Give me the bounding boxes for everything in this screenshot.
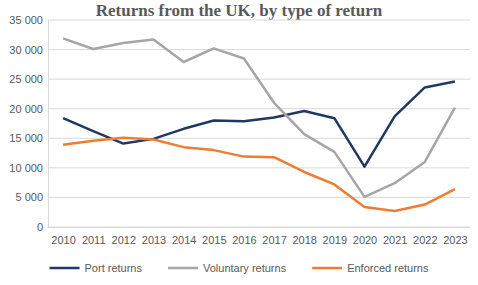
grid-line [48, 197, 470, 198]
y-tick-label: 35 000 [9, 14, 43, 26]
x-tick-label: 2020 [353, 234, 377, 246]
x-tick: 2019 [323, 227, 347, 246]
x-tick-label: 2017 [262, 234, 286, 246]
y-tick-label: 15 000 [9, 132, 43, 144]
x-tick-label: 2022 [413, 234, 437, 246]
lines [63, 38, 455, 211]
y-tick-label: 5 000 [15, 191, 43, 203]
x-tick-label: 2021 [383, 234, 407, 246]
x-tick: 2020 [353, 227, 377, 246]
x-tick: 2011 [82, 227, 106, 246]
y-tick-label: 30 000 [9, 44, 43, 56]
legend-swatch [168, 267, 198, 270]
x-tick-label: 2012 [112, 234, 136, 246]
x-tick: 2013 [142, 227, 166, 246]
y-tick: 10 000 [9, 162, 48, 174]
grid [48, 20, 470, 227]
legend-swatch [312, 267, 342, 270]
x-axis: 2010 2011 2012 2013 2014 2015 2016 2017 2018 2019… [49, 227, 471, 246]
legend-label: Enforced returns [347, 262, 429, 274]
y-tick: 0 [37, 221, 48, 233]
x-axis-line [49, 227, 471, 228]
grid-line [48, 227, 470, 228]
legend-item: Port returns [50, 262, 143, 274]
grid-line [48, 20, 470, 21]
x-tick-label: 2015 [202, 234, 226, 246]
legend-item: Enforced returns [312, 262, 429, 274]
y-tick: 20 000 [9, 103, 48, 115]
legend-label: Voluntary returns [203, 262, 287, 274]
y-tick: 25 000 [9, 73, 48, 85]
y-axis-line [48, 21, 49, 228]
y-tick-label: 10 000 [9, 162, 43, 174]
title: Returns from the UK, by type of return [96, 1, 383, 20]
grid-line [48, 167, 470, 168]
legend: Port returns Voluntary returns Enforced re… [50, 262, 429, 274]
x-tick-label: 2010 [51, 234, 75, 246]
grid-line [48, 108, 470, 109]
x-tick: 2015 [202, 227, 226, 246]
x-tick-label: 2019 [323, 234, 347, 246]
series-line [63, 138, 455, 211]
y-tick: 35 000 [9, 14, 48, 26]
y-tick: 30 000 [9, 44, 48, 56]
y-tick-label: 0 [37, 221, 43, 233]
y-tick: 5 000 [15, 191, 48, 203]
y-axis: 0 5 000 10 000 15 000 20 000 25 000 30 000 35 0… [9, 14, 48, 233]
legend-label: Port returns [85, 262, 143, 274]
x-tick: 2021 [383, 227, 407, 246]
x-tick-label: 2014 [172, 234, 196, 246]
x-tick: 2022 [413, 227, 437, 246]
chart: Returns from the UK, by type of return 0 5… [0, 0, 478, 285]
y-tick: 15 000 [9, 132, 48, 144]
series-line [63, 38, 455, 197]
x-tick: 2016 [232, 227, 256, 246]
x-tick: 2010 [51, 227, 75, 246]
x-tick: 2014 [172, 227, 196, 246]
x-tick-label: 2016 [232, 234, 256, 246]
x-tick: 2023 [443, 227, 467, 246]
x-tick: 2017 [262, 227, 286, 246]
y-tick-label: 20 000 [9, 103, 43, 115]
grid-line [48, 49, 470, 50]
x-tick-label: 2018 [292, 234, 316, 246]
legend-item: Voluntary returns [168, 262, 287, 274]
x-tick: 2018 [292, 227, 316, 246]
legend-swatch [50, 267, 80, 270]
x-tick-label: 2023 [443, 234, 467, 246]
x-tick-label: 2013 [142, 234, 166, 246]
x-tick: 2012 [112, 227, 136, 246]
series-line [63, 82, 455, 167]
x-tick-label: 2011 [82, 234, 106, 246]
y-tick-label: 25 000 [9, 73, 43, 85]
